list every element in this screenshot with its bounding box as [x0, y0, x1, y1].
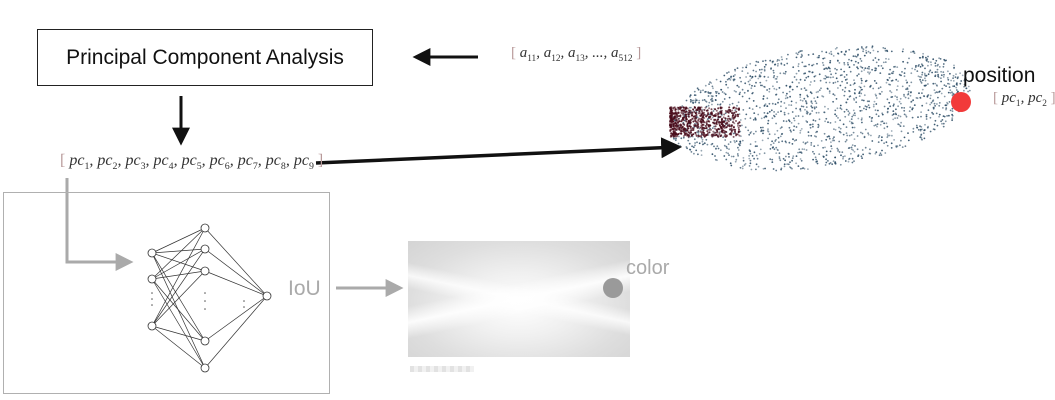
network-node — [200, 244, 210, 254]
color-marker — [603, 278, 623, 298]
vector-open-bracket: [ — [60, 152, 70, 169]
vector-term: a13 — [568, 45, 585, 64]
pca-box-label: Principal Component Analysis — [66, 45, 344, 69]
position-label: position — [963, 64, 1036, 87]
rendered-image-caption-strip — [410, 366, 474, 372]
vector-term: pc7 — [237, 152, 258, 173]
vector-term: pc6 — [209, 152, 230, 173]
vector-term: pc1 — [69, 152, 90, 173]
vector-close-bracket: ] — [313, 152, 324, 169]
vector-term: pc2 — [97, 152, 118, 173]
vector-term: pc1 — [1001, 90, 1021, 109]
neural-network-panel — [3, 192, 330, 394]
vector-close-bracket: ] — [632, 45, 642, 61]
ellipsis-dot — [243, 300, 245, 302]
vector-term: a11 — [519, 45, 537, 64]
vector-open-bracket: [ — [511, 45, 520, 61]
vector-term: pc8 — [265, 152, 286, 173]
color-label: color — [626, 257, 670, 279]
vector-term: pc2 — [1028, 90, 1047, 109]
network-node — [147, 274, 157, 284]
rendered-image — [408, 241, 630, 357]
network-node — [147, 321, 157, 331]
vector-term: pc5 — [181, 152, 202, 173]
network-node — [147, 248, 157, 258]
ellipsis-dot — [204, 300, 206, 302]
vector-term: pc4 — [153, 152, 174, 173]
arrow-pcvector-to-scatter — [315, 137, 683, 165]
ellipsis-dot — [151, 298, 153, 300]
vector-term: ... — [592, 45, 604, 61]
vector-term: pc3 — [125, 152, 146, 173]
network-node — [262, 291, 272, 301]
network-node — [200, 336, 210, 346]
network-node — [200, 266, 210, 276]
ellipsis-dot — [204, 292, 206, 294]
position-vector: [ pc1, pc2 ] — [993, 90, 1055, 109]
pca-scatter-plot — [669, 45, 971, 172]
ellipsis-dot — [243, 306, 245, 308]
ellipsis-dot — [151, 292, 153, 294]
vector-open-bracket: [ — [993, 90, 1002, 106]
network-node — [200, 223, 210, 233]
pca-box: Principal Component Analysis — [37, 29, 373, 86]
iou-label: IoU — [288, 277, 321, 300]
vector-term: pc9 — [293, 152, 314, 173]
network-node — [200, 363, 210, 373]
principal-components-vector: [ pc1, pc2, pc3, pc4, pc5, pc6, pc7, pc8… — [60, 152, 324, 173]
ellipsis-dot — [151, 304, 153, 306]
position-marker — [951, 92, 971, 112]
arrow-pcvector-to-network — [65, 178, 134, 271]
neural-network-graph — [147, 223, 272, 373]
vector-close-bracket: ] — [1046, 90, 1055, 106]
vector-term: a512 — [611, 45, 633, 64]
vector-term: a12 — [543, 45, 561, 64]
ellipsis-dot — [204, 308, 206, 310]
input-vector: [ a11, a12, a13, ..., a512 ] — [511, 45, 642, 64]
